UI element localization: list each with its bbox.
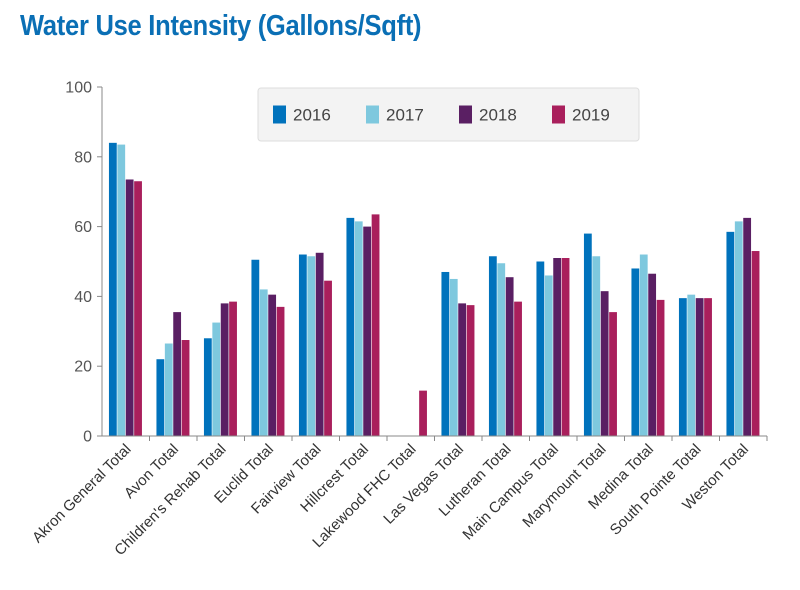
bar-2019-8	[514, 301, 522, 436]
bar-2019-1	[181, 340, 190, 436]
bar-2018-7	[458, 303, 467, 436]
bar-2019-11	[656, 299, 665, 436]
bar-2016-10	[583, 233, 592, 436]
bar-2016-4	[298, 254, 307, 436]
legend-label-2018: 2018	[479, 106, 517, 125]
legend-label-2016: 2016	[293, 106, 331, 125]
bar-2019-2	[229, 301, 237, 436]
bar-2019-3	[276, 306, 285, 436]
bar-2016-9	[536, 261, 545, 436]
bar-2018-4	[315, 252, 324, 436]
bar-2016-3	[251, 259, 260, 436]
bar-2017-3	[259, 289, 268, 436]
x-category-label: Akron General Total	[29, 441, 135, 547]
bar-2017-8	[497, 263, 506, 436]
bar-2018-10	[600, 291, 609, 436]
legend-swatch-2016	[273, 105, 286, 124]
bar-2016-0	[108, 142, 117, 436]
bar-2019-5	[371, 214, 380, 436]
y-tick-label: 40	[74, 289, 92, 306]
bar-2016-1	[156, 359, 165, 436]
bar-2018-2	[220, 303, 229, 436]
bar-2017-4	[307, 256, 316, 436]
bar-2018-5	[363, 226, 372, 436]
x-category-label: Marymount Total	[519, 441, 609, 531]
bar-2017-10	[592, 256, 601, 436]
bar-2019-13	[751, 251, 760, 436]
bar-2017-12	[687, 294, 696, 436]
bar-2019-4	[324, 280, 332, 436]
legend-swatch-2018	[459, 105, 472, 124]
bar-2019-9	[561, 258, 570, 436]
bar-2016-13	[726, 231, 735, 436]
bar-2016-8	[488, 256, 497, 436]
bar-2018-11	[648, 273, 657, 436]
bar-2018-13	[743, 217, 752, 437]
bar-2017-13	[734, 221, 743, 436]
bar-2017-1	[164, 343, 173, 436]
bar-2017-9	[544, 275, 553, 436]
bar-2019-0	[134, 181, 142, 436]
legend-swatch-2017	[366, 105, 379, 124]
legend-swatch-2019	[552, 105, 565, 124]
bar-2019-12	[704, 298, 712, 436]
bar-2016-2	[203, 338, 212, 436]
y-tick-label: 20	[74, 359, 92, 376]
y-tick-label: 60	[74, 219, 92, 236]
bar-2018-9	[553, 258, 562, 436]
bar-2016-7	[441, 271, 450, 436]
bar-2019-7	[466, 305, 475, 437]
y-tick-label: 0	[83, 429, 92, 446]
bar-2017-7	[449, 278, 458, 436]
bar-2017-2	[212, 322, 221, 436]
bar-2018-1	[173, 312, 182, 436]
legend-label-2019: 2019	[572, 106, 610, 125]
chart-title: Water Use Intensity (Gallons/Sqft)	[20, 10, 422, 42]
bar-2016-11	[631, 268, 640, 436]
bar-2019-6	[419, 390, 427, 436]
bar-2018-3	[268, 294, 277, 436]
legend-box	[257, 87, 640, 142]
bar-2018-12	[695, 298, 704, 436]
bar-2017-11	[639, 254, 648, 436]
legend-label-2017: 2017	[386, 106, 424, 125]
y-tick-label: 80	[74, 149, 92, 166]
bar-2016-5	[346, 217, 355, 437]
bar-2017-5	[354, 221, 363, 436]
bar-2018-0	[125, 179, 134, 437]
y-tick-label: 100	[65, 80, 92, 97]
bar-2017-0	[117, 144, 126, 436]
bar-2018-8	[505, 277, 514, 436]
bar-2016-12	[678, 298, 687, 436]
bar-2019-10	[609, 312, 617, 436]
